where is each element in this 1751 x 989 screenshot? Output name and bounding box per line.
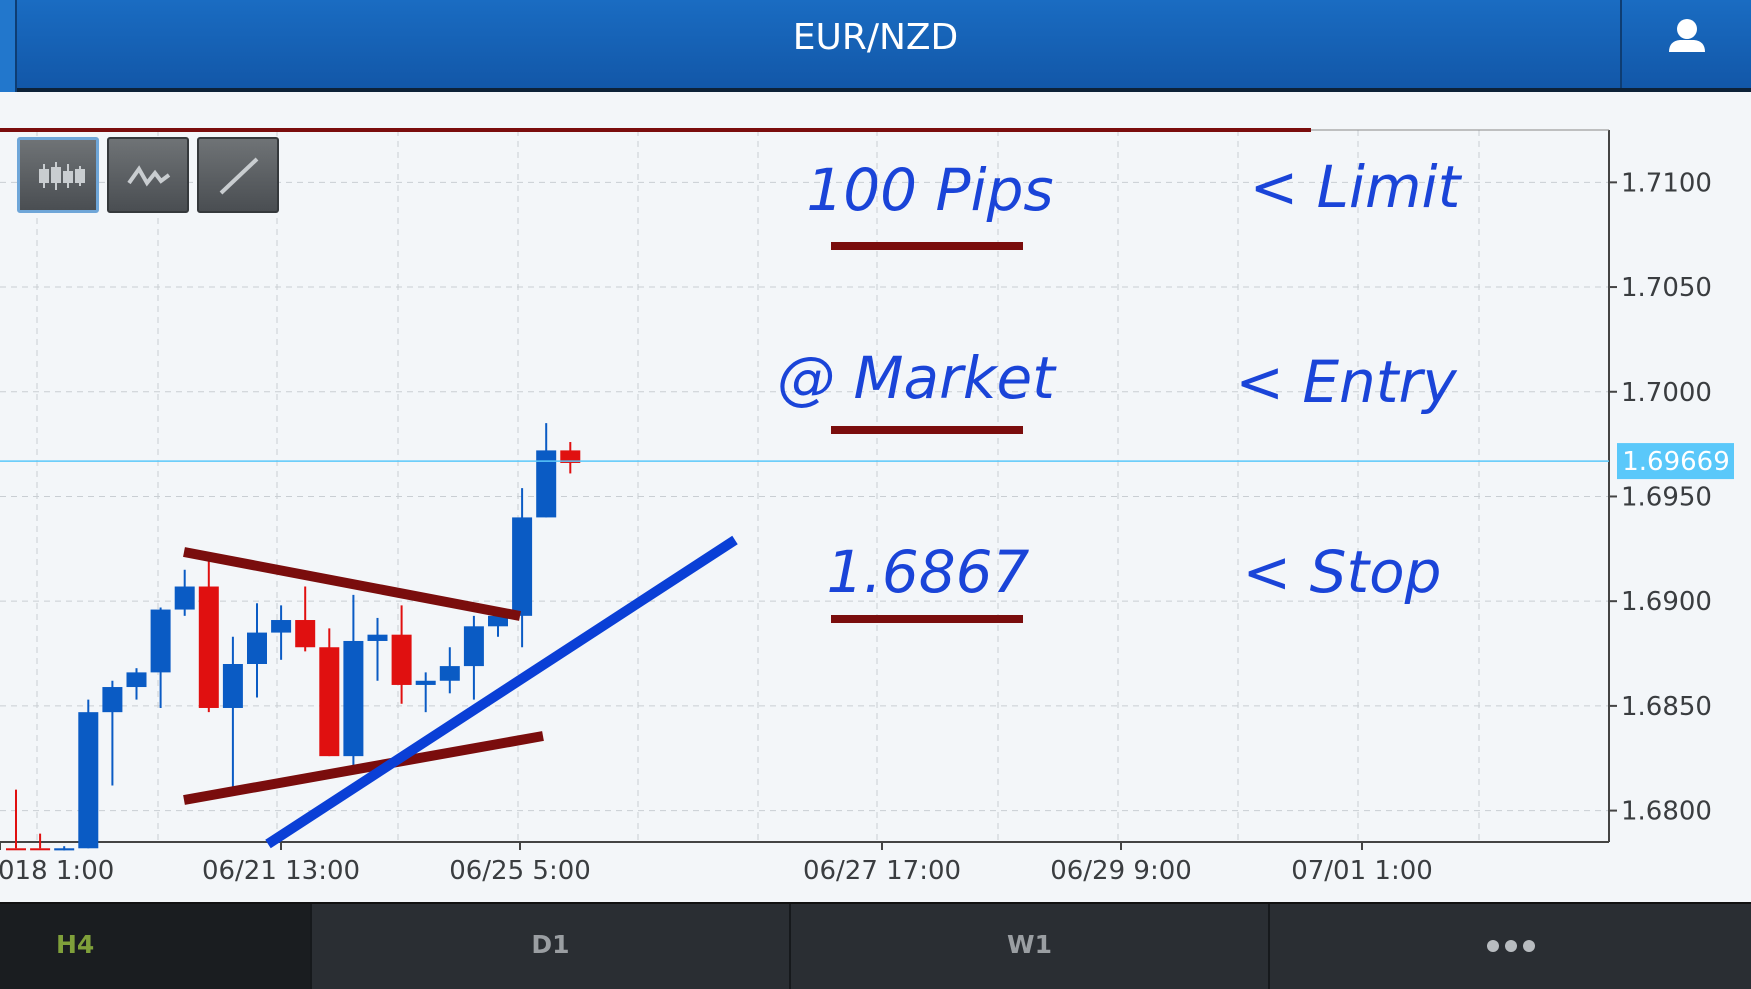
x-tick-label: 018 1:00 [0, 856, 114, 886]
candle-body [78, 712, 99, 849]
tab-d1[interactable]: D1 [312, 904, 791, 989]
user-icon [1669, 19, 1705, 52]
app-header: EUR/NZD [0, 0, 1751, 92]
candle-body [367, 634, 388, 641]
symbol-title: EUR/NZD [792, 17, 959, 58]
candle-body [536, 450, 557, 518]
x-tick-label: 06/25 5:00 [449, 856, 591, 886]
line-chart-button[interactable] [107, 137, 189, 213]
chart-grid [0, 130, 1609, 842]
candle-body [463, 626, 484, 667]
x-tick-label: 06/29 9:00 [1050, 856, 1192, 886]
candle-body [512, 517, 533, 616]
stop-annotation: < Stop [1243, 538, 1442, 606]
y-tick-label: 1.7050 [1621, 273, 1712, 303]
candlestick-button[interactable] [17, 137, 99, 213]
entry-annotation: < Entry [1235, 348, 1457, 416]
back-edge[interactable] [0, 0, 17, 92]
support-trendline [265, 535, 738, 849]
candle-body [391, 634, 412, 685]
y-tick-label: 1.7000 [1621, 378, 1712, 408]
candle-body [415, 680, 436, 685]
y-tick-label: 1.6800 [1621, 797, 1712, 827]
tab-h4[interactable]: H4 [0, 904, 312, 989]
candle-body [198, 586, 219, 708]
candle-body [150, 609, 171, 673]
candle-body [102, 687, 123, 713]
current-price-label: 1.69669 [1622, 447, 1730, 477]
x-axis: 018 1:00 06/21 13:00 06/25 5:00 06/27 17:00… [0, 842, 1433, 886]
candle-body [222, 664, 243, 708]
candle-body [343, 640, 364, 757]
draw-line-icon [219, 157, 259, 195]
market-annotation: @ Market [777, 344, 1057, 412]
candle-body [54, 848, 75, 851]
chart-area[interactable]: 1.7100 1.7050 1.7000 1.6950 1.6900 1.6850 1.68… [0, 92, 1751, 902]
tab-w1[interactable]: W1 [791, 904, 1270, 989]
candle-body [271, 620, 292, 633]
candle-body [174, 586, 195, 610]
draw-line-button[interactable] [197, 137, 279, 213]
candle-body [319, 647, 340, 757]
more-icon [1486, 940, 1535, 952]
candle-body [560, 450, 581, 463]
price-chart[interactable]: 1.7100 1.7050 1.7000 1.6950 1.6900 1.6850 1.68… [0, 92, 1751, 902]
x-tick-label: 06/21 13:00 [202, 856, 360, 886]
candles [6, 423, 581, 851]
candle-body [247, 632, 267, 664]
candlestick-icon [39, 162, 85, 190]
line-chart-icon [127, 165, 171, 187]
limit-annotation: < Limit [1250, 153, 1463, 221]
y-tick-label: 1.6900 [1621, 587, 1712, 617]
candle-body [488, 615, 508, 627]
candle-body [295, 620, 316, 648]
y-tick-label: 1.6950 [1621, 482, 1712, 512]
tab-more[interactable] [1270, 904, 1751, 989]
user-button[interactable] [1620, 0, 1751, 88]
x-tick-label: 06/27 17:00 [803, 856, 961, 886]
candle-body [6, 848, 26, 851]
y-axis: 1.7100 1.7050 1.7000 1.6950 1.6900 1.6850 1.68… [1609, 168, 1712, 827]
candle-body [30, 848, 51, 851]
timeframe-tabbar: H4 D1 W1 [0, 902, 1751, 989]
resistance-trendline [183, 547, 521, 621]
current-price-tag [1617, 443, 1734, 480]
y-tick-label: 1.6850 [1621, 692, 1712, 722]
candle-body [126, 672, 147, 688]
y-tick-label: 1.7100 [1621, 168, 1712, 198]
x-tick-label: 07/01 1:00 [1291, 856, 1433, 886]
lower-trendline [183, 731, 544, 805]
candle-body [439, 666, 460, 681]
pips-annotation: 100 Pips [806, 156, 1053, 224]
stop-value-annotation: 1.6867 [827, 538, 1030, 606]
